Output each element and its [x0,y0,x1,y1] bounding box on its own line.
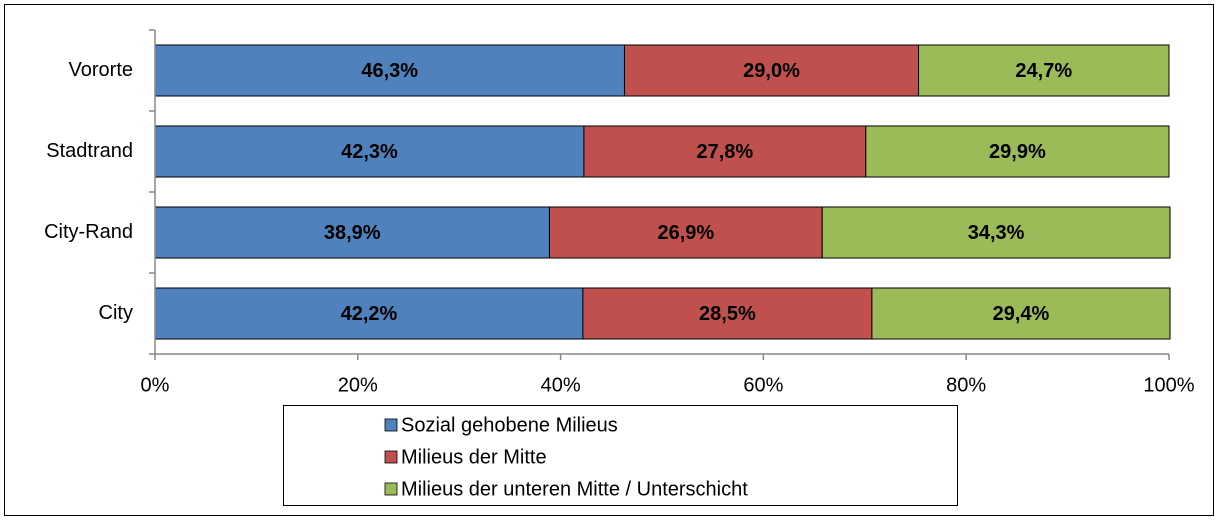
x-tick-label: 100% [1143,374,1194,396]
bar-segment [871,287,1171,340]
data-label: 28,5% [699,303,756,325]
x-tick-label: 40% [541,374,581,396]
bar-segment [154,44,625,97]
data-label: 42,3% [341,141,398,163]
bar-segment [582,287,873,340]
x-tick-label: 0% [141,374,170,396]
legend-swatch [384,418,398,432]
x-tick-label: 80% [946,374,986,396]
legend-label: Milieus der Mitte [401,446,547,468]
bar-segment [918,44,1170,97]
legend-swatch [384,482,398,496]
y-tick-label: Vororte [69,59,133,81]
y-tick-label: Stadtrand [46,140,133,162]
data-label: 38,9% [324,222,381,244]
data-label: 34,3% [968,222,1025,244]
x-tick-label: 20% [338,374,378,396]
data-label: 26,9% [657,222,714,244]
data-label: 46,3% [361,60,418,82]
data-label: 42,2% [341,303,398,325]
legend-swatch [384,450,398,464]
bar-segment [583,125,867,178]
data-label: 29,0% [743,60,800,82]
bar-segment [821,206,1171,259]
x-tick-label: 60% [743,374,783,396]
data-label: 27,8% [697,141,754,163]
bar-segment [623,44,920,97]
data-label: 29,4% [993,303,1050,325]
legend-label: Milieus der unteren Mitte / Unterschicht [401,478,748,500]
bar-segment [548,206,823,259]
y-tick-label: City [99,302,133,324]
data-label: 29,9% [989,141,1046,163]
data-label: 24,7% [1015,60,1072,82]
legend-label: Sozial gehobene Milieus [401,414,618,436]
bar-segment [865,125,1170,178]
y-tick-label: City-Rand [44,221,133,243]
bar-segment [154,125,585,178]
